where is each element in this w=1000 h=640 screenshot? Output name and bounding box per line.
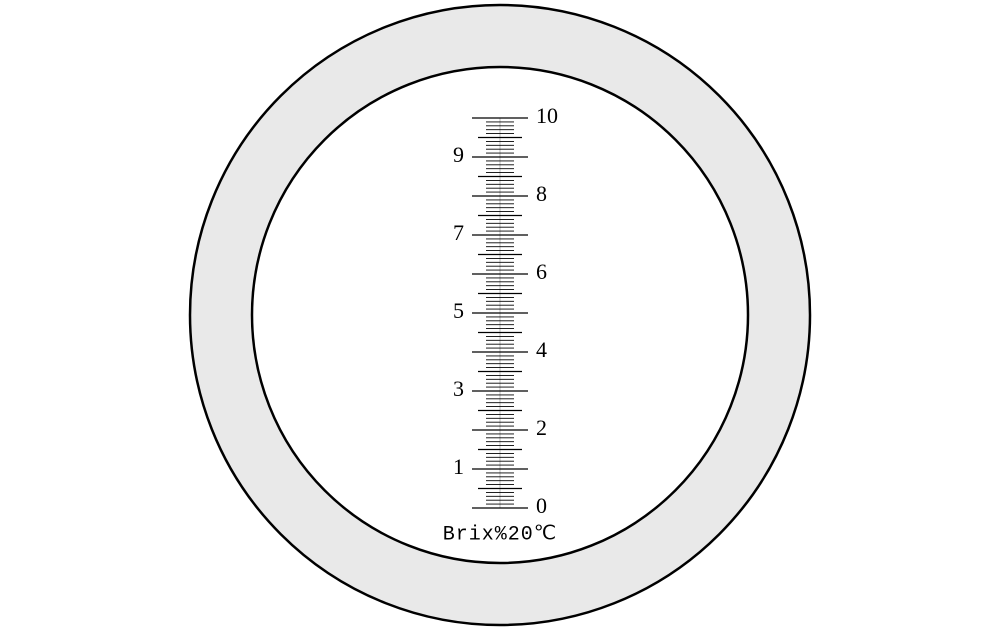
scale-label-5: 5 — [453, 298, 464, 323]
scale-label-2: 2 — [536, 415, 547, 440]
scale-label-4: 4 — [536, 337, 547, 362]
scale-label-7: 7 — [453, 220, 464, 245]
scale-label-3: 3 — [453, 376, 464, 401]
scale-label-8: 8 — [536, 181, 547, 206]
scale-label-0: 0 — [536, 493, 547, 518]
refractometer-diagram: 10 8 6 4 2 0 9 7 5 3 1 Brix%20℃ — [0, 0, 1000, 640]
scale-label-6: 6 — [536, 259, 547, 284]
diagram-stage: 10 8 6 4 2 0 9 7 5 3 1 Brix%20℃ — [0, 0, 1000, 640]
scale-label-1: 1 — [453, 454, 464, 479]
scale-label-10: 10 — [536, 103, 558, 128]
unit-label: Brix%20℃ — [443, 523, 557, 546]
scale-label-9: 9 — [453, 142, 464, 167]
